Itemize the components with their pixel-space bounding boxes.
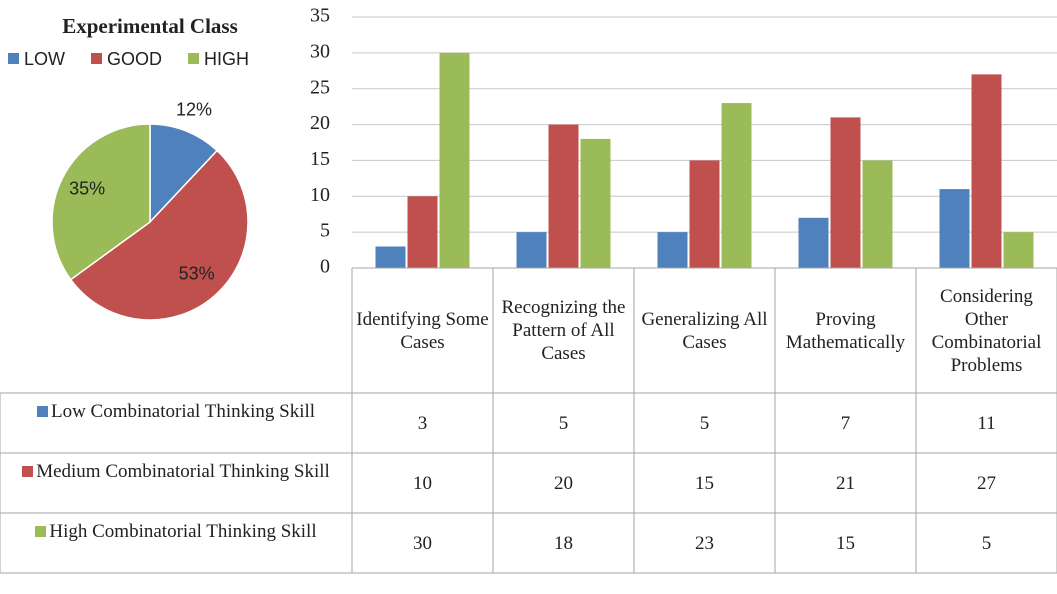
category-label: Generalizing All Cases bbox=[634, 268, 775, 393]
legend-swatch bbox=[22, 466, 34, 477]
table-value-text: 3 bbox=[417, 412, 428, 434]
category-label-text: Proving Mathematically bbox=[785, 308, 906, 353]
legend-label: LOW bbox=[24, 49, 65, 69]
y-tick-label: 0 bbox=[320, 256, 330, 278]
y-tick-label: 30 bbox=[310, 40, 330, 62]
table-value-text: 7 bbox=[840, 412, 851, 434]
category-label-text: Generalizing All Cases bbox=[641, 308, 768, 353]
category-label: Identifying Some Cases bbox=[352, 268, 493, 393]
category-label: Considering Other Combinatorial Problems bbox=[916, 268, 1057, 393]
table-value: 5 bbox=[493, 393, 634, 453]
table-value: 30 bbox=[352, 513, 493, 573]
y-tick-label: 35 bbox=[310, 5, 330, 27]
pie-slice bbox=[69, 149, 249, 321]
pie-title: Experimental Class bbox=[62, 14, 238, 38]
legend-swatch bbox=[91, 53, 103, 64]
series-name: High Combinatorial Thinking Skill bbox=[6, 513, 346, 573]
table-value: 5 bbox=[916, 513, 1057, 573]
legend-swatch bbox=[35, 526, 47, 537]
pie-label: 12% bbox=[176, 100, 212, 120]
category-label-text: Identifying Some Cases bbox=[356, 308, 489, 353]
series-name-text: Medium Combinatorial Thinking Skill bbox=[36, 461, 330, 482]
table-value: 11 bbox=[916, 393, 1057, 453]
y-tick-label: 15 bbox=[310, 148, 330, 170]
bar bbox=[689, 160, 720, 268]
y-tick-label: 5 bbox=[320, 220, 330, 242]
series-name-text: Low Combinatorial Thinking Skill bbox=[50, 401, 316, 422]
legend-label: HIGH bbox=[204, 49, 249, 69]
table-value: 15 bbox=[775, 513, 916, 573]
legend-swatch bbox=[36, 406, 48, 417]
table-value-text: 11 bbox=[977, 412, 996, 434]
table-value: 23 bbox=[634, 513, 775, 573]
table-value-text: 27 bbox=[977, 472, 996, 494]
table-value-text: 5 bbox=[558, 412, 569, 434]
category-label: Proving Mathematically bbox=[775, 268, 916, 393]
pie-slice bbox=[149, 123, 219, 224]
category-label-text: Considering Other Combinatorial Problems bbox=[931, 285, 1042, 376]
legend-label: GOOD bbox=[107, 49, 162, 69]
table-value-text: 15 bbox=[695, 472, 714, 494]
table-value: 18 bbox=[493, 513, 634, 573]
y-tick-label: 10 bbox=[310, 184, 330, 206]
pie-label: 53% bbox=[179, 264, 215, 284]
bar bbox=[830, 117, 861, 269]
bar bbox=[375, 246, 406, 268]
table-value-text: 21 bbox=[836, 472, 855, 494]
bar bbox=[971, 74, 1002, 268]
legend-swatch bbox=[8, 53, 19, 64]
bar bbox=[721, 103, 752, 268]
bar bbox=[580, 138, 611, 268]
bar bbox=[657, 232, 688, 268]
series-name: Medium Combinatorial Thinking Skill bbox=[6, 453, 346, 513]
table-value: 10 bbox=[352, 453, 493, 513]
series-name-text: High Combinatorial Thinking Skill bbox=[49, 521, 317, 542]
bar bbox=[407, 196, 438, 268]
table-value: 21 bbox=[775, 453, 916, 513]
table-value: 7 bbox=[775, 393, 916, 453]
y-tick-label: 20 bbox=[310, 112, 330, 134]
table-value-text: 30 bbox=[413, 532, 432, 554]
table-value-text: 20 bbox=[554, 472, 573, 494]
y-tick-label: 25 bbox=[310, 76, 330, 98]
bar bbox=[939, 189, 970, 268]
bar bbox=[862, 160, 893, 268]
table-value: 3 bbox=[352, 393, 493, 453]
table-value-text: 5 bbox=[699, 412, 710, 434]
legend-swatch bbox=[188, 53, 200, 64]
bar bbox=[548, 124, 579, 268]
table-value-text: 18 bbox=[554, 532, 573, 554]
table-value-text: 23 bbox=[695, 532, 714, 554]
pie-label: 35% bbox=[69, 179, 105, 199]
table-value-text: 15 bbox=[836, 532, 855, 554]
table-value: 27 bbox=[916, 453, 1057, 513]
category-label: Recognizing the Pattern of All Cases bbox=[493, 268, 634, 393]
table-value: 20 bbox=[493, 453, 634, 513]
table-value-text: 10 bbox=[413, 472, 432, 494]
table-value: 15 bbox=[634, 453, 775, 513]
bar bbox=[798, 217, 829, 268]
bar bbox=[439, 52, 470, 268]
bar bbox=[516, 232, 547, 268]
table-value: 5 bbox=[634, 393, 775, 453]
category-label-text: Recognizing the Pattern of All Cases bbox=[501, 297, 626, 364]
bar bbox=[1003, 232, 1034, 268]
series-name: Low Combinatorial Thinking Skill bbox=[6, 393, 346, 453]
pie-slice bbox=[51, 123, 151, 281]
table-value-text: 5 bbox=[981, 532, 992, 554]
